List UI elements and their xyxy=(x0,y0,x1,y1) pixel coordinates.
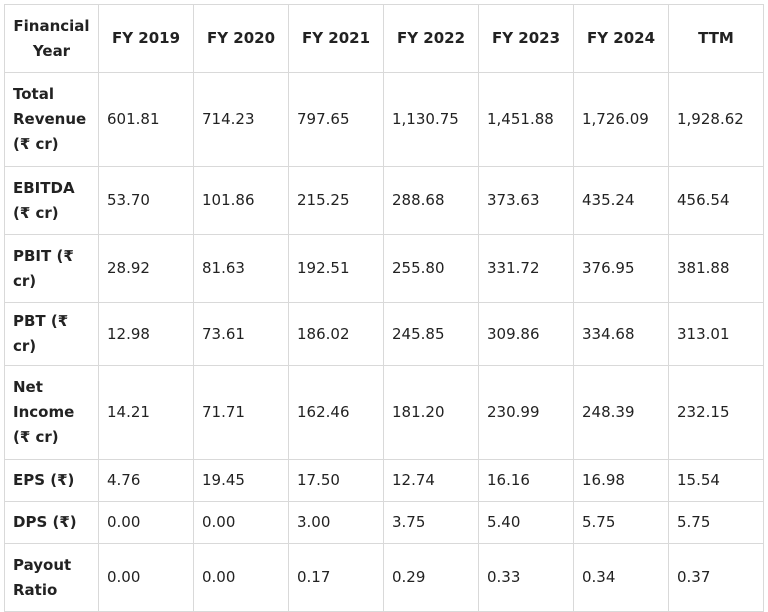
row-label: DPS (₹) xyxy=(4,501,99,544)
table-cell: 101.86 xyxy=(193,166,289,235)
row-label: Net Income (₹ cr) xyxy=(4,365,99,460)
table-cell: 456.54 xyxy=(668,166,764,235)
row-label: EBITDA (₹ cr) xyxy=(4,166,99,235)
row-label: PBIT (₹ cr) xyxy=(4,234,99,303)
table-cell: 1,928.62 xyxy=(668,72,764,167)
table-cell: 373.63 xyxy=(478,166,574,235)
table-cell: 16.98 xyxy=(573,459,669,502)
table-cell: 601.81 xyxy=(98,72,194,167)
table-cell: 797.65 xyxy=(288,72,384,167)
table-row: Total Revenue (₹ cr) 601.81 714.23 797.6… xyxy=(4,72,764,167)
table-cell: 16.16 xyxy=(478,459,574,502)
table-cell: 435.24 xyxy=(573,166,669,235)
table-cell: 0.00 xyxy=(98,501,194,544)
table-cell: 17.50 xyxy=(288,459,384,502)
table-cell: 248.39 xyxy=(573,365,669,460)
table-cell: 0.00 xyxy=(193,501,289,544)
table-cell: 53.70 xyxy=(98,166,194,235)
table-cell: 1,451.88 xyxy=(478,72,574,167)
row-label: Payout Ratio xyxy=(4,543,99,612)
table-cell: 376.95 xyxy=(573,234,669,303)
table-row: Net Income (₹ cr) 14.21 71.71 162.46 181… xyxy=(4,365,764,460)
header-fy2021: FY 2021 xyxy=(288,4,384,73)
table-row: DPS (₹) 0.00 0.00 3.00 3.75 5.40 5.75 5.… xyxy=(4,501,764,544)
table-cell: 5.40 xyxy=(478,501,574,544)
table-cell: 14.21 xyxy=(98,365,194,460)
table-cell: 81.63 xyxy=(193,234,289,303)
table-cell: 1,130.75 xyxy=(383,72,479,167)
table-cell: 19.45 xyxy=(193,459,289,502)
financial-table: Financial Year FY 2019 FY 2020 FY 2021 F… xyxy=(4,4,764,612)
header-fy2024: FY 2024 xyxy=(573,4,669,73)
table-cell: 3.00 xyxy=(288,501,384,544)
table-cell: 5.75 xyxy=(668,501,764,544)
table-cell: 309.86 xyxy=(478,302,574,366)
table-cell: 181.20 xyxy=(383,365,479,460)
table-cell: 0.37 xyxy=(668,543,764,612)
table-cell: 0.29 xyxy=(383,543,479,612)
table-row: EBITDA (₹ cr) 53.70 101.86 215.25 288.68… xyxy=(4,166,764,235)
table-cell: 3.75 xyxy=(383,501,479,544)
row-label: Total Revenue (₹ cr) xyxy=(4,72,99,167)
table-cell: 313.01 xyxy=(668,302,764,366)
header-fy2019: FY 2019 xyxy=(98,4,194,73)
header-fy2020: FY 2020 xyxy=(193,4,289,73)
table-cell: 232.15 xyxy=(668,365,764,460)
table-cell: 5.75 xyxy=(573,501,669,544)
table-cell: 255.80 xyxy=(383,234,479,303)
table-row: PBIT (₹ cr) 28.92 81.63 192.51 255.80 33… xyxy=(4,234,764,303)
table-cell: 0.00 xyxy=(98,543,194,612)
table-cell: 230.99 xyxy=(478,365,574,460)
table-cell: 28.92 xyxy=(98,234,194,303)
header-financial-year: Financial Year xyxy=(4,4,99,73)
table-cell: 15.54 xyxy=(668,459,764,502)
table-cell: 186.02 xyxy=(288,302,384,366)
table-cell: 162.46 xyxy=(288,365,384,460)
row-label: EPS (₹) xyxy=(4,459,99,502)
table-cell: 334.68 xyxy=(573,302,669,366)
table-row: EPS (₹) 4.76 19.45 17.50 12.74 16.16 16.… xyxy=(4,459,764,502)
table-cell: 71.71 xyxy=(193,365,289,460)
table-cell: 714.23 xyxy=(193,72,289,167)
table-cell: 0.17 xyxy=(288,543,384,612)
header-fy2022: FY 2022 xyxy=(383,4,479,73)
table-cell: 0.00 xyxy=(193,543,289,612)
header-fy2023: FY 2023 xyxy=(478,4,574,73)
table-cell: 4.76 xyxy=(98,459,194,502)
table-cell: 12.74 xyxy=(383,459,479,502)
row-label: PBT (₹ cr) xyxy=(4,302,99,366)
table-cell: 0.33 xyxy=(478,543,574,612)
table-cell: 1,726.09 xyxy=(573,72,669,167)
table-cell: 331.72 xyxy=(478,234,574,303)
table-cell: 215.25 xyxy=(288,166,384,235)
table-cell: 192.51 xyxy=(288,234,384,303)
table-row: PBT (₹ cr) 12.98 73.61 186.02 245.85 309… xyxy=(4,302,764,366)
header-ttm: TTM xyxy=(668,4,764,73)
table-row: Payout Ratio 0.00 0.00 0.17 0.29 0.33 0.… xyxy=(4,543,764,612)
table-cell: 12.98 xyxy=(98,302,194,366)
table-cell: 288.68 xyxy=(383,166,479,235)
table-cell: 381.88 xyxy=(668,234,764,303)
table-cell: 245.85 xyxy=(383,302,479,366)
table-cell: 0.34 xyxy=(573,543,669,612)
header-row: Financial Year FY 2019 FY 2020 FY 2021 F… xyxy=(4,4,764,73)
table-cell: 73.61 xyxy=(193,302,289,366)
